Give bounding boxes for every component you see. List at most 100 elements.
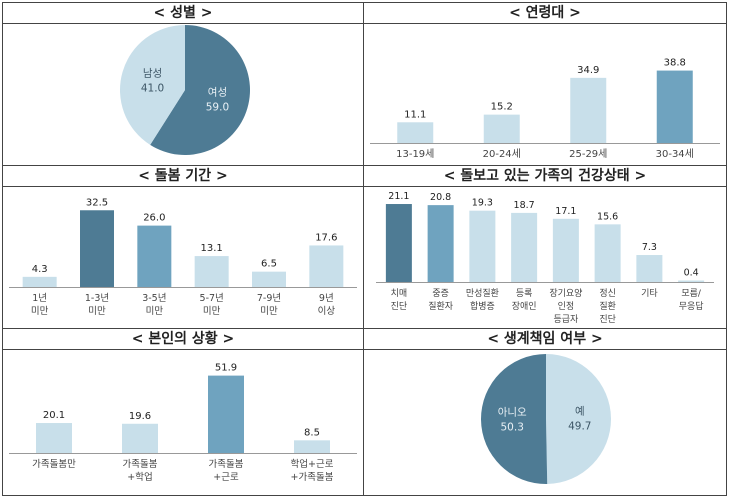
tick-label: 진단	[599, 314, 616, 325]
chart-title: < 돌보고 있는 가족의 건강상태 >	[364, 166, 726, 187]
data-label: 17.1	[555, 206, 576, 217]
bar	[252, 271, 286, 287]
chart-title: < 생계책임 여부 >	[364, 329, 726, 350]
pie-slice	[150, 25, 251, 155]
tick-label: 가족돌봄만	[32, 459, 76, 470]
tick-label: 미만	[146, 306, 164, 317]
bar	[678, 280, 705, 282]
slice-value: 59.0	[206, 101, 229, 113]
data-label: 20.8	[430, 192, 451, 203]
bar	[636, 255, 663, 282]
chart-title: < 성별 >	[3, 3, 363, 24]
tick-label: 치매	[391, 287, 408, 299]
tick-label: 미만	[203, 306, 221, 317]
panel-age: < 연령대 > 11.1 13-19세 15.2 20-24세 34.9 25-29세 38…	[363, 2, 727, 166]
bar	[656, 70, 693, 143]
data-label: 32.5	[86, 197, 108, 208]
tick-label: 5-7년	[200, 293, 224, 304]
tick-label: 가족돌봄	[209, 459, 244, 470]
bar	[208, 375, 244, 453]
slice-value: 50.3	[501, 421, 524, 433]
tick-label: +가족돌봄	[291, 472, 334, 483]
tick-label: 무응답	[679, 300, 704, 312]
tick-label: 등급자	[553, 314, 579, 325]
bar	[385, 204, 412, 282]
data-label: 7.3	[642, 242, 657, 253]
bar	[294, 440, 330, 453]
own-situation-bar-chart: 20.1가족돌봄만19.6가족돌봄+학업51.9가족돌봄+근로8.5학업+근로+…	[9, 363, 357, 483]
age-bar-chart: 11.1 13-19세 15.2 20-24세 34.9 25-29세 38.8 30-34세	[370, 58, 720, 160]
data-label: 51.9	[215, 363, 237, 374]
panel-own-situation: < 본인의 상황 > 20.1 가족돌봄만 19.6 가족돌봄 +학업 51.9 가족돌봄 +…	[2, 328, 364, 496]
bar	[552, 218, 579, 282]
tick-label: 중증	[432, 288, 449, 299]
tick-label: 정신	[599, 288, 616, 299]
chart-title: < 연령대 >	[364, 3, 726, 24]
pie-slice	[546, 354, 612, 484]
tick-label: 기타	[641, 288, 658, 299]
tick-label: 인정	[558, 301, 575, 312]
bar	[594, 224, 621, 282]
data-label: 11.1	[404, 109, 426, 120]
bar	[122, 423, 158, 453]
tick-label: 미만	[31, 306, 49, 317]
data-label: 6.5	[261, 259, 277, 270]
slice-label: 여성	[208, 86, 227, 98]
data-label: 38.8	[664, 58, 686, 69]
data-label: 18.7	[514, 200, 535, 211]
tick-label: 9년	[319, 293, 334, 304]
tick-label: 7-9년	[257, 293, 281, 304]
breadwinner-pie-chart: 예 49.7 아니오 50.3	[481, 354, 612, 484]
bar	[309, 245, 344, 287]
tick-label: +학업	[127, 471, 152, 483]
tick-label: 미만	[260, 306, 278, 317]
bar	[194, 256, 229, 287]
bar	[36, 423, 72, 453]
tick-label: 13-19세	[396, 148, 434, 160]
data-label: 13.1	[201, 243, 223, 254]
tick-label: 미만	[88, 306, 106, 317]
tick-label: 20-24세	[483, 148, 521, 160]
bar	[427, 205, 454, 282]
tick-label: 장기요양	[549, 288, 582, 299]
panel-breadwinner: < 생계책임 여부 > 예 49.7 아니오 50.3	[363, 328, 727, 496]
tick-label: 합병증	[470, 301, 495, 312]
data-label: 15.2	[491, 102, 513, 113]
bar	[137, 225, 172, 287]
panel-family-health: < 돌보고 있는 가족의 건강상태 > 21.1 치매 진단 20.8 중증 질환자 19.…	[363, 165, 727, 329]
tick-label: 장애인	[512, 301, 537, 312]
pie-slice	[481, 354, 548, 484]
tick-label: 학업+근로	[291, 458, 334, 470]
slice-label: 예	[575, 405, 585, 418]
tick-label: 질환	[599, 300, 616, 312]
data-label: 19.6	[129, 411, 151, 422]
bar	[511, 212, 538, 282]
pie-slice	[120, 25, 185, 145]
slice-value: 41.0	[141, 83, 164, 95]
slice-label: 남성	[143, 68, 162, 80]
tick-label: 25-29세	[569, 148, 607, 160]
panel-care-duration: < 돌봄 기간 > 4.3 1년 미만 32.5 1-3년 미만 26.0 3-5년 미만 13.…	[2, 165, 364, 329]
data-label: 26.0	[143, 213, 165, 224]
tick-label: 만성질환	[466, 287, 499, 299]
tick-label: 진단	[391, 301, 408, 312]
tick-label: 모름/	[681, 288, 702, 299]
bar	[570, 77, 607, 143]
tick-label: 등록	[516, 288, 533, 299]
bar	[397, 122, 434, 143]
data-label: 17.6	[315, 232, 337, 243]
slice-value: 49.7	[568, 421, 591, 433]
chart-title: < 돌봄 기간 >	[3, 166, 363, 187]
data-label: 20.1	[43, 410, 65, 421]
data-label: 4.3	[32, 264, 48, 275]
tick-label: 1-3년	[85, 293, 109, 304]
data-label: 34.9	[577, 65, 599, 76]
data-label: 0.4	[684, 268, 699, 279]
tick-label: 이상	[318, 306, 336, 317]
bar	[483, 114, 520, 143]
data-label: 8.5	[304, 427, 320, 438]
tick-label: 질환자	[428, 300, 454, 312]
bar	[80, 210, 114, 287]
slice-label: 아니오	[498, 406, 527, 418]
